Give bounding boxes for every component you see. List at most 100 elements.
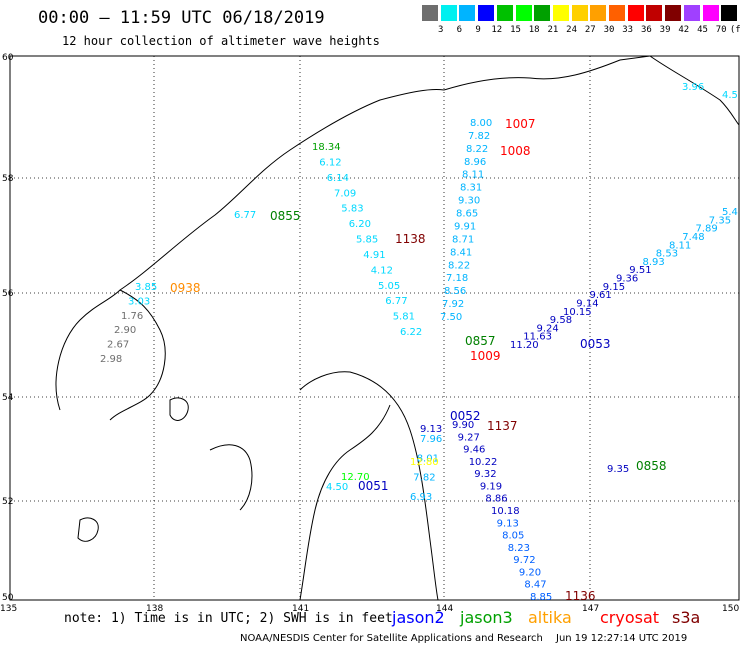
wave-height-obs: 7.82 (468, 131, 490, 142)
wave-height-obs: 8.22 (466, 144, 488, 155)
wave-height-obs: 8.00 (470, 118, 492, 129)
scale-label: 70 (715, 25, 727, 35)
scale-label: 36 (640, 25, 652, 35)
scale-swatch (552, 5, 569, 21)
coastline (55, 55, 740, 601)
scale-swatch (440, 5, 457, 21)
wave-height-obs: 9.24 (537, 323, 559, 334)
footer-note: note: 1) Time is in UTC; 2) SWH is in fe… (64, 611, 393, 626)
wave-height-obs: 2.67 (107, 340, 129, 351)
lat-label: 50 (2, 593, 14, 603)
scale-label: 15 (510, 25, 521, 35)
scale-label: (ft) (729, 25, 740, 35)
wave-height-obs: 10.15 (563, 307, 592, 318)
pass-label-0858: 0858 (636, 459, 667, 473)
scale-swatch (609, 5, 625, 21)
wave-height-obs: 8.47 (524, 580, 546, 591)
wave-height-obs: 8.65 (456, 209, 478, 220)
lat-label: 60 (2, 53, 14, 63)
lon-label: 138 (146, 604, 163, 614)
wave-height-obs: 9.19 (480, 481, 502, 492)
wave-height-obs: 10.22 (469, 457, 498, 468)
wave-height-obs: 7.50 (440, 312, 462, 323)
wave-height-obs: 9.51 (629, 265, 651, 276)
scale-swatch (571, 5, 588, 21)
scale-swatch (534, 5, 551, 21)
pass-label-0855: 0855 (270, 209, 301, 223)
lon-label: 141 (292, 604, 309, 614)
sat-label-jason3: jason3 (460, 608, 513, 627)
wave-height-obs: 9.32 (474, 469, 496, 480)
scale-label: 42 (678, 25, 690, 35)
wave-height-obs: 7.89 (696, 224, 718, 235)
wave-height-obs: 3.96 (682, 82, 704, 93)
pass-label-0051: 0051 (358, 479, 389, 493)
lon-label: 150 (722, 604, 739, 614)
scale-swatch (702, 5, 719, 21)
wave-height-obs: 8.22 (448, 260, 470, 271)
pass-label-1137: 1137 (487, 419, 518, 433)
wave-height-obs: 7.09 (334, 188, 356, 199)
scale-swatch (590, 5, 607, 21)
wave-height-obs: 9.91 (454, 222, 476, 233)
wave-height-obs: 4.50 (326, 482, 348, 493)
grid (10, 56, 739, 600)
scale-label: 45 (697, 25, 708, 35)
scale-label: 39 (659, 25, 671, 35)
wave-height-obs: 7.48 (682, 232, 704, 243)
wave-height-obs: 7.92 (442, 299, 464, 310)
wave-height-obs: 18.34 (312, 142, 341, 153)
scale-label: 33 (622, 25, 634, 35)
wave-height-obs: 7.35 (709, 215, 731, 226)
wave-height-obs: 8.05 (502, 531, 524, 542)
pass-label-1009: 1009 (470, 349, 501, 363)
sat-label-cryosat: cryosat (600, 608, 660, 627)
scale-label: 6 (456, 25, 463, 35)
wave-height-obs: 8.53 (656, 249, 678, 260)
scale-swatch (646, 5, 663, 21)
wave-height-obs: 8.93 (643, 257, 665, 268)
wave-height-obs: 4.5 (722, 90, 738, 101)
header-subtitle: 12 hour collection of altimeter wave hei… (62, 34, 380, 48)
wave-height-obs: 8.11 (669, 240, 691, 251)
header-title: 00:00 – 11:59 UTC 06/18/2019 (38, 8, 325, 28)
wave-height-obs: 8.01 (417, 453, 439, 464)
scale-swatch (683, 5, 700, 21)
lat-label: 56 (2, 289, 14, 299)
wave-height-obs: 9.14 (576, 298, 598, 309)
wave-height-obs: 4.12 (371, 265, 393, 276)
scale-label: 9 (475, 25, 481, 35)
lon-label: 144 (436, 604, 453, 614)
wave-height-obs: 4.91 (363, 250, 385, 261)
wave-height-obs: 7.82 (413, 473, 435, 484)
pass-label-1008: 1008 (500, 144, 531, 158)
scale-swatch (478, 5, 495, 21)
lat-axis: 60 58 56 54 52 50 (2, 53, 14, 603)
scale-swatch (515, 5, 532, 21)
pass-label-0053: 0053 (580, 337, 611, 351)
pass-label-0857: 0857 (465, 334, 496, 348)
wave-height-obs: 9.27 (458, 432, 480, 443)
wave-height-obs: 8.41 (450, 247, 472, 258)
wave-height-obs: 9.58 (550, 315, 572, 326)
wave-height-obs: 11.20 (510, 340, 539, 351)
wave-height-obs: 8.11 (462, 170, 484, 181)
scale-label: 18 (528, 25, 540, 35)
scale-swatch (422, 5, 438, 21)
scale-label: 24 (566, 25, 578, 35)
wave-height-obs: 8.86 (485, 494, 507, 505)
footer-credit: NOAA/NESDIS Center for Satellite Applica… (240, 633, 543, 644)
lon-axis: 135 138 141 144 147 150 (0, 604, 739, 614)
wave-height-obs: 5.83 (341, 204, 363, 215)
wave-height-obs: 9.15 (603, 282, 625, 293)
wave-height-obs: 6.12 (319, 157, 341, 168)
scale-swatch (496, 5, 513, 21)
wave-height-obs: 6.77 (234, 210, 256, 221)
wave-height-obs: 8.96 (464, 157, 486, 168)
wave-height-obs: 7.96 (420, 434, 442, 445)
wave-height-obs: 9.30 (458, 196, 480, 207)
wave-height-obs: 5.85 (356, 235, 378, 246)
lat-label: 52 (2, 497, 13, 507)
wave-height-obs: 6.22 (400, 327, 422, 338)
